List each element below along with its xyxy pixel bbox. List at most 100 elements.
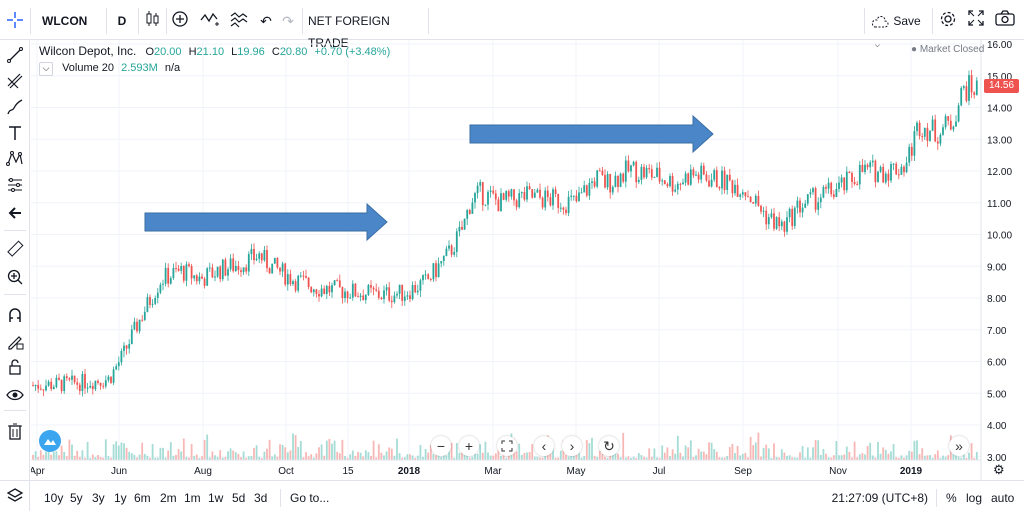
- range-3y[interactable]: 3y: [92, 491, 105, 505]
- brush-icon[interactable]: [0, 94, 30, 120]
- trend-line-icon[interactable]: [0, 42, 30, 68]
- volume-bar: [942, 455, 944, 460]
- volume-bar: [128, 451, 131, 460]
- range-3d[interactable]: 3d: [254, 491, 268, 505]
- volume-bar: [237, 453, 240, 460]
- volume-bar: [107, 456, 110, 460]
- volume-bar: [747, 457, 749, 460]
- volume-bar: [133, 454, 136, 460]
- zoom-out-button[interactable]: −: [431, 436, 451, 456]
- volume-label: Volume 20: [62, 62, 115, 74]
- candle-body: [245, 267, 248, 272]
- range-2m[interactable]: 2m: [160, 491, 177, 505]
- volume-bar: [918, 454, 921, 460]
- volume-bar: [273, 454, 276, 460]
- candle-body: [146, 297, 149, 312]
- candle-body: [398, 284, 401, 294]
- range-10y[interactable]: 10y: [44, 491, 64, 505]
- volume-bar: [544, 452, 547, 460]
- lock-icon[interactable]: [0, 354, 30, 380]
- volume-bar: [292, 433, 294, 460]
- candle-body: [741, 192, 744, 195]
- indicators-icon[interactable]: [198, 10, 222, 32]
- candle-body: [224, 259, 227, 276]
- fullscreen-icon[interactable]: [966, 10, 986, 32]
- candle-body: [445, 248, 448, 256]
- price-axis[interactable]: 16.00 15.00 14.00 13.00 12.00 11.00 10.00 9.00 8…: [980, 40, 1024, 480]
- candles-icon[interactable]: [142, 10, 162, 32]
- range-5y[interactable]: 5y: [70, 491, 83, 505]
- lock-draw-icon[interactable]: [0, 328, 30, 354]
- candle-body: [39, 388, 42, 390]
- eye-icon[interactable]: [0, 382, 30, 408]
- measure-icon[interactable]: [0, 172, 30, 198]
- volume-bar: [266, 448, 268, 460]
- volume-bar: [697, 448, 700, 460]
- volume-bar: [643, 456, 645, 460]
- candle-body: [310, 287, 313, 293]
- auto-button[interactable]: auto: [991, 491, 1015, 505]
- gear-icon[interactable]: [938, 10, 958, 32]
- candle-body: [765, 210, 768, 225]
- candle-body: [684, 173, 687, 183]
- trash-icon[interactable]: [0, 418, 30, 444]
- chart-pane[interactable]: 16.00 15.00 14.00 13.00 12.00 11.00 10.00 9.00 8…: [29, 40, 1024, 480]
- undo-icon[interactable]: ↶: [260, 13, 272, 29]
- layers-icon[interactable]: [0, 481, 30, 511]
- study-button[interactable]: NET FOREIGN TRADE: [308, 14, 390, 50]
- time-axis[interactable]: Apr Jun Aug Oct 15 2018 Mar May Jul Sep Nov 2019: [29, 459, 981, 477]
- candle-body: [767, 217, 770, 225]
- zoom-in-icon[interactable]: [0, 264, 30, 290]
- crosshair-icon[interactable]: [0, 7, 30, 33]
- candle-body: [331, 285, 333, 293]
- range-1m[interactable]: 1m: [184, 491, 201, 505]
- range-1y[interactable]: 1y: [114, 491, 127, 505]
- log-button[interactable]: log: [966, 491, 983, 505]
- candle-body: [489, 190, 492, 192]
- range-6m[interactable]: 6m: [134, 491, 151, 505]
- volume-bar: [362, 456, 365, 460]
- reset-scale-button[interactable]: [497, 436, 517, 456]
- volume-bar: [320, 444, 323, 460]
- zoom-in-button[interactable]: +: [459, 436, 479, 456]
- symbol-search[interactable]: WLCON: [42, 14, 88, 28]
- volume-bar: [198, 457, 201, 460]
- candle-body: [55, 377, 58, 387]
- camera-icon[interactable]: [994, 10, 1016, 32]
- text-icon[interactable]: [0, 120, 30, 146]
- candle-body: [554, 189, 557, 194]
- redo-icon[interactable]: ↷: [282, 13, 294, 29]
- tradingview-logo-icon[interactable]: [39, 430, 61, 452]
- templates-icon[interactable]: [228, 10, 252, 32]
- interval-button[interactable]: D: [117, 14, 127, 28]
- fib-icon[interactable]: [0, 68, 30, 94]
- volume-bar: [632, 456, 635, 460]
- compare-add-icon[interactable]: [170, 10, 190, 32]
- axis-settings-icon[interactable]: ⚙: [993, 462, 1005, 477]
- ruler-icon[interactable]: [0, 236, 30, 262]
- magnet-icon[interactable]: [0, 302, 30, 328]
- candle-body: [840, 177, 843, 183]
- candle-body: [965, 86, 968, 101]
- range-1w[interactable]: 1w: [208, 491, 224, 505]
- save-button[interactable]: Save ⌵: [870, 10, 930, 49]
- candle-body: [289, 274, 292, 285]
- volume-bar: [614, 451, 617, 460]
- range-5d[interactable]: 5d: [232, 491, 246, 505]
- candle-body: [575, 195, 578, 202]
- back-arrow-icon[interactable]: [0, 200, 30, 226]
- volume-bar: [770, 457, 773, 460]
- scroll-left-button[interactable]: ‹: [534, 436, 554, 456]
- volume-bar: [162, 447, 164, 460]
- scroll-right-button[interactable]: ›: [562, 436, 582, 456]
- goto-button[interactable]: Go to...: [290, 491, 330, 505]
- chart-canvas[interactable]: 16.00 15.00 14.00 13.00 12.00 11.00 10.00 9.00 8…: [29, 40, 1024, 480]
- candle-body: [396, 293, 398, 296]
- scroll-to-realtime-button[interactable]: »: [949, 436, 969, 456]
- volume-bar: [505, 457, 508, 460]
- reset-chart-button[interactable]: ↻: [599, 436, 619, 456]
- percent-button[interactable]: %: [946, 491, 957, 505]
- pattern-icon[interactable]: [0, 146, 30, 172]
- collapse-toggle[interactable]: ⌵: [39, 62, 53, 76]
- volume-bar: [526, 452, 528, 460]
